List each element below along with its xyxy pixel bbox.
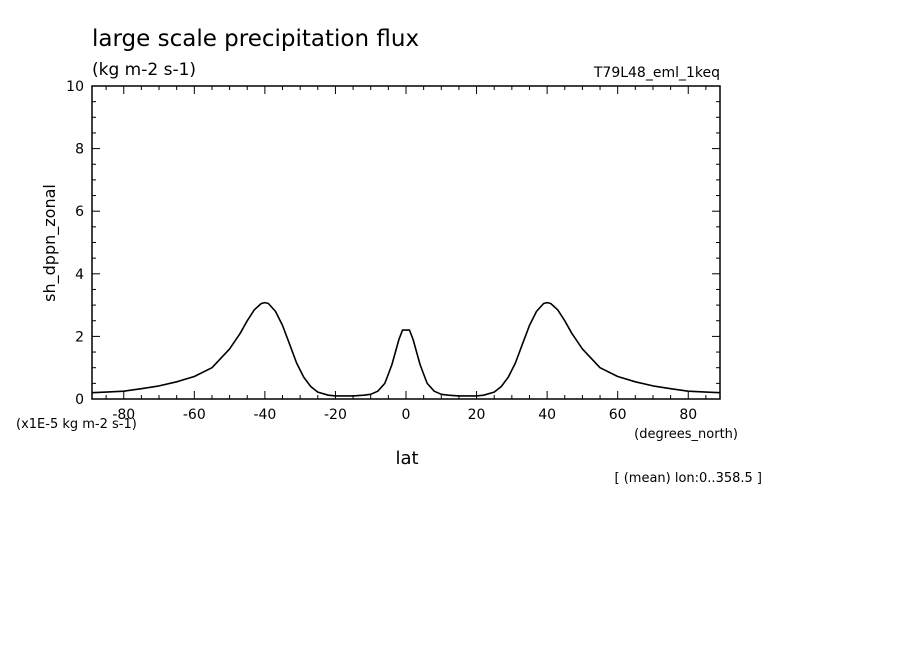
y-axis-tick-labels: 0 2 4 6 8 10	[66, 79, 84, 408]
x-axis-tick-labels: -80 -60 -40 -20 0 20 40 60 80	[112, 407, 697, 423]
y-tick-label: 2	[75, 329, 84, 345]
x-axis-label: lat	[395, 448, 418, 469]
x-tick-label: 20	[468, 407, 486, 423]
x-tick-label: 60	[609, 407, 627, 423]
x-tick-label: -60	[183, 407, 206, 423]
y-axis-ticks	[92, 85, 720, 400]
x-tick-label: -80	[112, 407, 135, 423]
chart-title: large scale precipitation flux	[92, 26, 419, 52]
experiment-label: T79L48_eml_1keq	[593, 65, 720, 81]
footer-note: [ (mean) lon:0..358.5 ]	[615, 471, 763, 486]
plot-frame	[91, 85, 721, 400]
y-tick-label: 8	[75, 142, 84, 158]
y-axis-label: sh_dppn_zonal	[40, 184, 60, 302]
x-axis-ticks	[105, 86, 707, 399]
x-tick-label: 40	[538, 407, 556, 423]
y-tick-label: 0	[75, 392, 84, 408]
x-tick-label: -40	[253, 407, 276, 423]
y-tick-label: 6	[75, 204, 84, 220]
x-tick-label: 0	[402, 407, 411, 423]
x-tick-label: 80	[679, 407, 697, 423]
y-scale-label: (x1E-5 kg m-2 s-1)	[16, 417, 137, 432]
y-tick-label: 10	[66, 79, 84, 95]
x-units-label: (degrees_north)	[634, 427, 738, 442]
series-line	[91, 301, 721, 397]
chart-subtitle: (kg m-2 s-1)	[92, 60, 196, 80]
x-tick-label: -20	[324, 407, 347, 423]
y-tick-label: 4	[75, 267, 84, 283]
